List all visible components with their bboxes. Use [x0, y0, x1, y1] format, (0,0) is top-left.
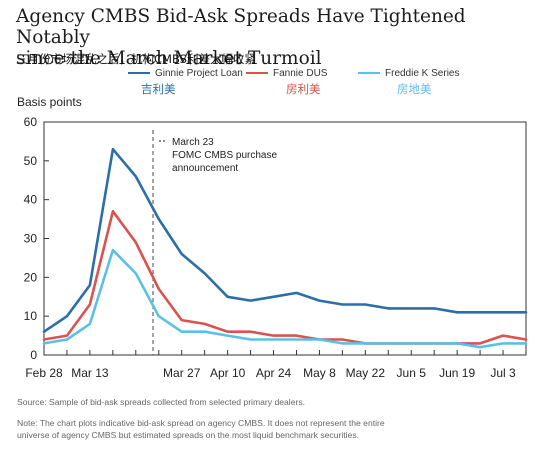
- annotation-text-2: FOMC CMBS purchase: [172, 150, 277, 161]
- legend-label-cn-fannie: 房利美: [286, 82, 321, 96]
- chart-note: Note: The chart plots indicative bid-ask…: [17, 418, 537, 441]
- annotation-text-3: announcement: [172, 163, 238, 174]
- series-line-ginnie-project-loan: [42, 147, 528, 334]
- annotation-text-1: March 23: [172, 137, 214, 148]
- x-tick-label: Jun 19: [439, 366, 475, 380]
- x-tick-label: Mar 13: [71, 366, 109, 380]
- y-tick-label: 50: [24, 154, 38, 168]
- y-tick-label: 40: [24, 193, 38, 207]
- legend-swatch-freddie: [358, 72, 380, 75]
- legend-label-cn-freddie: 房地美: [397, 82, 432, 96]
- title-line-1: Agency CMBS Bid-Ask Spreads Have Tighten…: [16, 6, 466, 48]
- x-tick-label: Jul 3: [490, 366, 516, 380]
- legend-item-freddie: Freddie K Series: [358, 68, 459, 79]
- x-tick-label: Mar 27: [163, 366, 201, 380]
- y-tick-label: 60: [24, 115, 38, 129]
- x-tick-label: Jun 5: [397, 366, 427, 380]
- legend-label-freddie: Freddie K Series: [385, 68, 460, 79]
- y-tick-label: 30: [24, 232, 38, 246]
- x-tick-label: Feb 28: [25, 366, 63, 380]
- legend-item-fannie: Fannie DUS: [246, 68, 327, 79]
- legend-label-ginnie: Ginnie Project Loan: [155, 68, 243, 79]
- note-line-2: universe of agency CMBS but estimated sp…: [17, 429, 360, 440]
- chart-title: Agency CMBS Bid-Ask Spreads Have Tighten…: [16, 6, 536, 69]
- legend-label-fannie: Fannie DUS: [273, 68, 328, 79]
- y-axis-label: Basis points: [17, 95, 82, 109]
- x-tick-label: Apr 24: [256, 366, 292, 380]
- x-tick-label: Apr 10: [210, 366, 246, 380]
- legend-swatch-fannie: [246, 72, 268, 75]
- series-line-freddie-k-series: [42, 248, 528, 349]
- x-tick-label: May 8: [303, 366, 336, 380]
- title-line-2: since the March Market Turmoil: [16, 48, 322, 69]
- legend-label-cn-ginnie: 吉利美: [141, 82, 176, 96]
- legend-item-ginnie: Ginnie Project Loan: [128, 68, 243, 79]
- y-tick-label: 20: [24, 270, 38, 284]
- series-line-fannie-dus: [42, 210, 528, 345]
- y-tick-label: 10: [24, 309, 38, 323]
- legend: Ginnie Project Loan 吉利美 Fannie DUS 房利美 F…: [0, 68, 550, 100]
- subtitle-chinese: 三月份市场混乱之后，机构CMBS利差大幅收紧: [16, 52, 256, 66]
- y-tick-label: 0: [30, 348, 37, 362]
- x-tick-label: May 22: [346, 366, 386, 380]
- source-note: Source: Sample of bid-ask spreads collec…: [17, 397, 306, 407]
- legend-swatch-ginnie: [128, 72, 150, 75]
- plot-frame: [43, 121, 527, 356]
- note-line-1: Note: The chart plots indicative bid-ask…: [17, 418, 385, 428]
